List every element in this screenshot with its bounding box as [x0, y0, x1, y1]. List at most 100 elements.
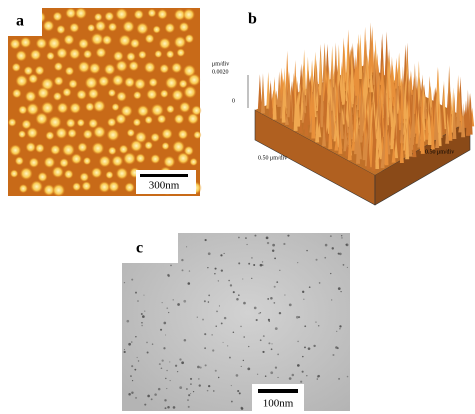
texture-mark — [177, 152, 189, 164]
texture-mark — [215, 268, 217, 270]
texture-mark — [147, 395, 150, 398]
texture-mark — [108, 181, 119, 192]
panel-label: a — [16, 13, 24, 30]
texture-mark — [289, 377, 292, 380]
texture-mark — [143, 295, 144, 296]
texture-mark — [88, 88, 99, 99]
texture-mark — [44, 157, 55, 168]
texture-mark — [168, 312, 169, 313]
texture-mark — [46, 52, 55, 61]
texture-mark — [279, 312, 281, 314]
texture-mark — [174, 36, 186, 48]
texture-mark — [91, 33, 104, 46]
texture-mark — [144, 404, 146, 406]
texture-mark — [85, 76, 98, 89]
texture-mark — [218, 377, 219, 378]
figure: a 300nm b μm/div 0.0020 0 0.50 μm/div 0.… — [0, 0, 475, 414]
texture-mark — [236, 298, 239, 301]
texture-mark — [163, 322, 166, 325]
texture-mark — [137, 357, 138, 358]
texture-mark — [306, 375, 307, 376]
texture-mark — [338, 378, 340, 380]
texture-mark — [166, 388, 167, 389]
texture-mark — [304, 325, 306, 327]
texture-mark — [144, 311, 145, 312]
texture-mark — [141, 313, 143, 315]
texture-mark — [262, 261, 263, 262]
texture-mark — [325, 244, 328, 247]
texture-mark — [242, 279, 243, 280]
texture-mark — [157, 114, 166, 123]
texture-mark — [190, 393, 191, 394]
texture-mark — [137, 300, 139, 302]
texture-mark — [136, 22, 148, 34]
texture-mark — [15, 50, 26, 61]
texture-mark — [233, 332, 235, 334]
texture-mark — [112, 74, 124, 86]
texture-mark — [49, 116, 62, 129]
texture-mark — [159, 363, 161, 365]
texture-mark — [159, 38, 171, 50]
texture-mark — [179, 358, 181, 360]
texture-mark — [162, 359, 164, 361]
texture-mark — [170, 265, 172, 267]
scale-bar — [258, 389, 298, 393]
texture-mark — [241, 407, 244, 410]
texture-mark — [205, 239, 207, 241]
texture-mark — [218, 280, 219, 281]
texture-mark — [124, 351, 126, 353]
texture-mark — [272, 249, 274, 251]
texture-mark — [45, 131, 54, 140]
texture-mark — [247, 368, 250, 371]
texture-mark — [204, 347, 206, 349]
texture-mark — [184, 339, 187, 342]
texture-mark — [188, 406, 190, 408]
texture-mark — [190, 158, 198, 166]
texture-mark — [202, 319, 204, 321]
texture-mark — [231, 385, 232, 386]
texture-mark — [193, 131, 201, 139]
texture-mark — [56, 47, 67, 58]
texture-mark — [144, 116, 152, 124]
texture-mark — [337, 347, 339, 349]
texture-mark — [28, 74, 38, 84]
texture-mark — [237, 390, 239, 392]
texture-mark — [18, 105, 27, 114]
texture-mark — [12, 63, 21, 72]
texture-mark — [165, 76, 178, 89]
texture-mark — [170, 380, 171, 381]
texture-mark — [52, 166, 64, 178]
texture-mark — [111, 103, 119, 111]
texture-mark — [208, 252, 211, 255]
texture-mark — [277, 354, 279, 356]
texture-mark — [69, 23, 79, 33]
texture-mark — [18, 130, 26, 138]
texture-mark — [220, 254, 222, 256]
label-box — [8, 8, 42, 36]
texture-mark — [123, 152, 136, 165]
texture-mark — [248, 346, 249, 347]
panel-a: a 300nm — [8, 7, 202, 196]
texture-mark — [99, 155, 111, 167]
texture-mark — [239, 392, 241, 394]
texture-mark — [167, 274, 169, 276]
texture-mark — [269, 320, 270, 321]
texture-mark — [274, 257, 276, 259]
texture-mark — [297, 262, 298, 263]
texture-mark — [175, 365, 177, 367]
texture-mark — [193, 391, 194, 392]
texture-mark — [72, 182, 81, 191]
texture-mark — [173, 406, 176, 409]
texture-mark — [36, 38, 47, 49]
texture-mark — [332, 354, 334, 356]
texture-mark — [119, 145, 128, 154]
texture-mark — [227, 345, 228, 346]
texture-mark — [69, 102, 81, 114]
texture-mark — [56, 25, 65, 34]
texture-mark — [10, 39, 21, 50]
texture-mark — [105, 171, 113, 179]
texture-mark — [93, 126, 105, 138]
texture-mark — [188, 74, 201, 87]
texture-mark — [124, 349, 125, 350]
texture-mark — [157, 9, 168, 20]
